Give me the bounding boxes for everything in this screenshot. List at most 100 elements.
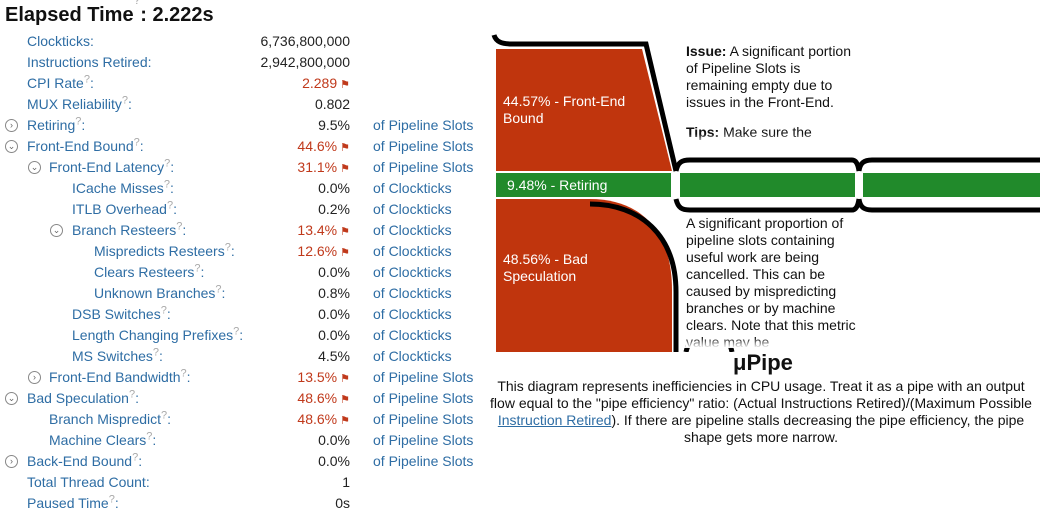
metric-unit-length-changing-prefixes[interactable]: of Clockticks xyxy=(373,327,452,343)
metric-name-retiring[interactable]: Retiring?: xyxy=(27,115,86,133)
metric-value-mux-reliability: 0.802 xyxy=(314,96,350,112)
metric-name-branch-mispredict[interactable]: Branch Mispredict?: xyxy=(49,409,172,427)
help-icon[interactable]: ? xyxy=(180,367,187,380)
metric-name-mux-reliability[interactable]: MUX Reliability?: xyxy=(27,94,132,112)
metric-name-front-end-bandwidth[interactable]: Front-End Bandwidth?: xyxy=(49,367,191,385)
front-end-bound-label-1: 44.57% - Front-End xyxy=(503,93,625,109)
help-icon[interactable]: ? xyxy=(215,283,222,296)
metric-row-front-end-bandwidth: › Front-End Bandwidth?: 13.5% ⚑ of Pipeli… xyxy=(0,367,480,388)
flag-icon: ⚑ xyxy=(340,163,350,175)
metric-name-instructions-retired[interactable]: Instructions Retired: xyxy=(27,54,152,70)
metric-unit-front-end-latency[interactable]: of Pipeline Slots xyxy=(373,159,474,175)
metric-value-front-end-bound: 44.6% ⚑ xyxy=(297,138,350,154)
metric-value-clears-resteers: 0.0% xyxy=(318,264,350,280)
help-icon[interactable]: ? xyxy=(133,136,140,149)
metric-row-front-end-latency: ⌄ Front-End Latency?: 31.1% ⚑ of Pipeline… xyxy=(0,157,480,178)
front-end-bound-segment[interactable] xyxy=(496,49,672,171)
metric-row-unknown-branches: Unknown Branches?: 0.8% of Clockticks xyxy=(0,283,480,304)
flag-icon: ⚑ xyxy=(340,394,350,406)
retiring-pipe-segment xyxy=(863,173,1040,197)
metric-value-itlb-overhead: 0.2% xyxy=(318,201,350,217)
metric-name-machine-clears[interactable]: Machine Clears?: xyxy=(49,430,157,448)
help-icon[interactable]: ? xyxy=(83,73,90,86)
metric-unit-retiring[interactable]: of Pipeline Slots xyxy=(373,117,474,133)
metric-row-paused-time: Paused Time?: 0s xyxy=(0,493,480,514)
retiring-label: 9.48% - Retiring xyxy=(507,177,607,193)
metric-row-front-end-bound: ⌄ Front-End Bound?: 44.6% ⚑ of Pipeline S… xyxy=(0,136,480,157)
metric-unit-itlb-overhead[interactable]: of Clockticks xyxy=(373,201,452,217)
metric-name-ms-switches[interactable]: MS Switches?: xyxy=(72,346,163,364)
collapse-icon[interactable]: ⌄ xyxy=(5,140,18,153)
metric-name-front-end-latency[interactable]: Front-End Latency?: xyxy=(49,157,175,175)
elapsed-time-label: Elapsed Time xyxy=(5,4,134,26)
metric-name-cpi-rate[interactable]: CPI Rate?: xyxy=(27,73,94,91)
metric-name-dsb-switches[interactable]: DSB Switches?: xyxy=(72,304,171,322)
help-icon[interactable]: ? xyxy=(146,430,153,443)
metric-unit-back-end-bound[interactable]: of Pipeline Slots xyxy=(373,453,474,469)
metric-name-itlb-overhead[interactable]: ITLB Overhead?: xyxy=(72,199,177,217)
collapse-icon[interactable]: ⌄ xyxy=(50,224,63,237)
help-icon[interactable]: ? xyxy=(163,178,170,191)
help-icon[interactable]: ? xyxy=(224,241,231,254)
metric-value-cpi-rate: 2.289 ⚑ xyxy=(302,75,350,91)
flag-icon: ⚑ xyxy=(340,79,350,91)
metric-unit-front-end-bandwidth[interactable]: of Pipeline Slots xyxy=(373,369,474,385)
metric-name-clears-resteers[interactable]: Clears Resteers?: xyxy=(94,262,205,280)
metric-name-branch-resteers[interactable]: Branch Resteers?: xyxy=(72,220,187,238)
help-icon[interactable]: ? xyxy=(108,493,115,506)
metric-unit-branch-resteers[interactable]: of Clockticks xyxy=(373,222,452,238)
metric-row-mispredicts-resteers: Mispredicts Resteers?: 12.6% ⚑ of Clockti… xyxy=(0,241,480,262)
help-icon[interactable]: ? xyxy=(194,262,201,275)
help-icon[interactable]: ? xyxy=(152,346,160,359)
help-icon[interactable]: ? xyxy=(233,325,240,338)
metric-unit-front-end-bound[interactable]: of Pipeline Slots xyxy=(373,138,474,154)
metric-name-bad-speculation[interactable]: Bad Speculation?: xyxy=(27,388,139,406)
metric-name-icache-misses[interactable]: ICache Misses?: xyxy=(72,178,174,196)
metric-name-front-end-bound[interactable]: Front-End Bound?: xyxy=(27,136,144,154)
help-icon[interactable]: ? xyxy=(166,199,174,212)
help-icon[interactable]: ? xyxy=(160,304,167,317)
metric-name-mispredicts-resteers[interactable]: Mispredicts Resteers?: xyxy=(94,241,235,259)
metric-unit-mispredicts-resteers[interactable]: of Clockticks xyxy=(373,243,452,259)
metric-unit-branch-mispredict[interactable]: of Pipeline Slots xyxy=(373,411,474,427)
help-icon[interactable]: ? xyxy=(128,388,136,401)
metric-value-icache-misses: 0.0% xyxy=(318,180,350,196)
bad-speculation-segment[interactable] xyxy=(496,199,672,352)
pipe-outline xyxy=(856,198,1040,213)
flag-icon: ⚑ xyxy=(340,373,350,385)
metric-value-length-changing-prefixes: 0.0% xyxy=(318,327,350,343)
expand-icon[interactable]: › xyxy=(28,371,41,384)
metric-name-clockticks[interactable]: Clockticks: xyxy=(27,33,94,49)
instruction-retired-link[interactable]: Instruction Retired xyxy=(497,412,612,428)
help-icon[interactable]: ? xyxy=(121,94,129,107)
metric-row-ms-switches: MS Switches?: 4.5% of Clockticks xyxy=(0,346,480,367)
metric-unit-unknown-branches[interactable]: of Clockticks xyxy=(373,285,452,301)
metric-unit-clears-resteers[interactable]: of Clockticks xyxy=(373,264,452,280)
collapse-icon[interactable]: ⌄ xyxy=(5,392,18,405)
metric-unit-dsb-switches[interactable]: of Clockticks xyxy=(373,306,452,322)
metric-name-back-end-bound[interactable]: Back-End Bound?: xyxy=(27,451,143,469)
metric-name-paused-time[interactable]: Paused Time?: xyxy=(27,493,119,511)
metric-unit-ms-switches[interactable]: of Clockticks xyxy=(373,348,452,364)
help-icon[interactable]: ? xyxy=(161,409,168,422)
metric-row-dsb-switches: DSB Switches?: 0.0% of Clockticks xyxy=(0,304,480,325)
metric-unit-icache-misses[interactable]: of Clockticks xyxy=(373,180,452,196)
flag-icon: ⚑ xyxy=(340,226,350,238)
retiring-segment[interactable] xyxy=(496,173,671,197)
metric-name-length-changing-prefixes[interactable]: Length Changing Prefixes?: xyxy=(72,325,244,343)
metric-value-front-end-latency: 31.1% ⚑ xyxy=(297,159,350,175)
expand-icon[interactable]: › xyxy=(5,455,18,468)
metric-unit-bad-speculation[interactable]: of Pipeline Slots xyxy=(373,390,474,406)
help-icon[interactable]: ? xyxy=(164,157,171,170)
help-icon[interactable]: ? xyxy=(176,220,183,233)
collapse-icon[interactable]: ⌄ xyxy=(28,161,41,174)
metric-name-total-thread-count[interactable]: Total Thread Count: xyxy=(27,474,150,490)
metric-unit-machine-clears[interactable]: of Pipeline Slots xyxy=(373,432,474,448)
help-icon[interactable]: ? xyxy=(132,451,139,464)
front-end-bound-label-2: Bound xyxy=(503,110,543,126)
help-icon[interactable]: ? xyxy=(133,0,141,7)
help-icon[interactable]: ? xyxy=(75,115,82,128)
expand-icon[interactable]: › xyxy=(5,119,18,132)
metric-name-unknown-branches[interactable]: Unknown Branches?: xyxy=(94,283,226,301)
metric-value-total-thread-count: 1 xyxy=(342,474,350,490)
